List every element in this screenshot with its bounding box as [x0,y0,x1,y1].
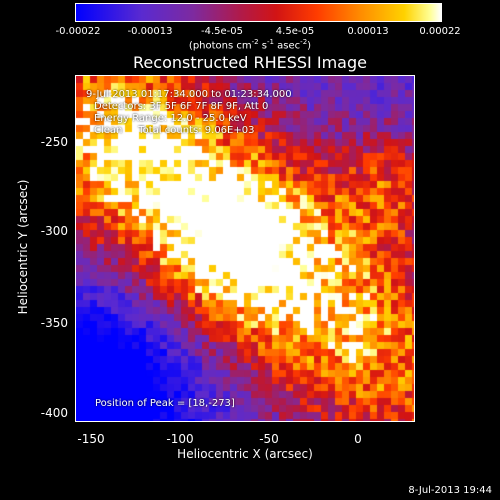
colorbar-tick: -0.00013 [127,26,173,37]
x-axis-label: Heliocentric X (arcsec) [177,447,313,461]
x-tick-label: -100 [166,432,194,446]
detectors-label: Detectors: 3F 5F 6F 7F 8F 9F, Att 0 [94,101,269,112]
y-tick-label: -300 [40,224,68,238]
x-tick-label: -150 [77,432,105,446]
x-tick-label: 0 [354,432,362,446]
colorbar [75,3,442,22]
colorbar-tick: 4.5e-05 [275,26,315,37]
y-axis-label: Heliocentric Y (arcsec) [16,179,30,315]
peak-position-label: Position of Peak = [18,-273] [95,398,235,409]
plot-area: 9-Jul-2013 01:17:34.000 to 01:23:34.000 … [75,75,415,422]
timestamp: 8-Jul-2013 19:44 [408,485,492,496]
colorbar-tick: -4.5e-05 [201,26,243,37]
colorbar-tick: 0.00022 [419,26,461,37]
clean-counts-label: Clean Total counts: 9.06E+03 [94,125,255,136]
x-tick-label: -50 [259,432,279,446]
y-tick-label: -350 [40,316,68,330]
colorbar-units: (photons cm-2 s-1 asec-2) [188,38,312,52]
colorbar-tick: 0.00013 [347,26,389,37]
chart-title: Reconstructed RHESSI Image [133,53,367,72]
y-tick-label: -400 [40,406,68,420]
y-tick-label: -250 [40,135,68,149]
time-range-label: 9-Jul-2013 01:17:34.000 to 01:23:34.000 [86,89,292,100]
heatmap-image [76,76,414,421]
energy-range-label: Energy Range: 12.0 - 25.0 keV [94,113,247,124]
colorbar-tick: -0.00022 [55,26,101,37]
